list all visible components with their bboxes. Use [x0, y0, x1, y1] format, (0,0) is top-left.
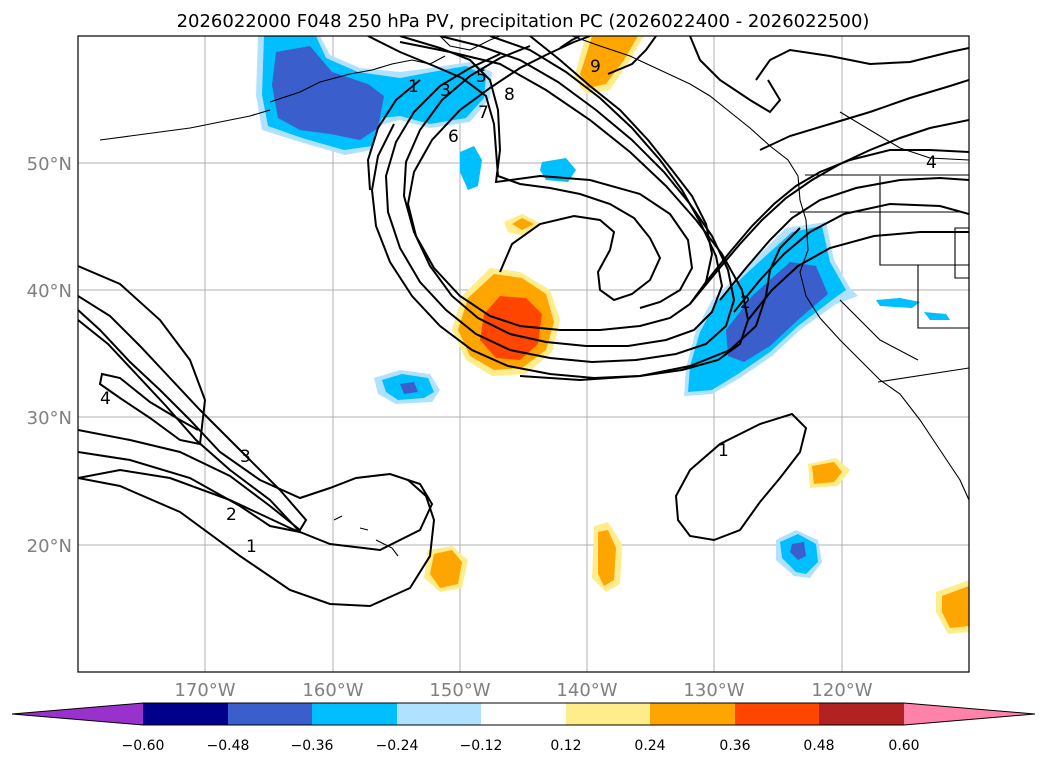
pv-contours [78, 36, 969, 608]
lon-tick: 120°W [811, 680, 872, 701]
pv-contour [78, 319, 303, 534]
contour-label: 5 [476, 67, 487, 87]
contour-label: 9 [590, 57, 601, 77]
pv-contour [78, 477, 436, 608]
colorbar-swatch [481, 703, 566, 725]
pv-contour [370, 41, 750, 380]
pv-contour [78, 265, 207, 446]
pv-contour [366, 79, 801, 382]
negative-precip-area [924, 312, 950, 320]
colorbar-swatch [819, 703, 904, 725]
contour-label: 8 [504, 85, 515, 105]
pv-contour [747, 231, 969, 321]
lon-tick: 140°W [556, 680, 617, 701]
lat-tick: 40°N [27, 281, 72, 302]
colorbar-swatch [143, 703, 228, 725]
colorbar-swatch [650, 703, 735, 725]
pv-contour [607, 36, 657, 75]
lon-axis-labels: 170°W 160°W 150°W 140°W 130°W 120°W [174, 680, 872, 701]
pv-contour [755, 47, 969, 81]
contour-label: 7 [478, 103, 489, 123]
figure-title: 2026022000 F048 250 hPa PV, precipitatio… [177, 11, 870, 32]
positive-precip-area [430, 550, 462, 588]
contour-label: 2 [226, 505, 237, 525]
colorbar-swatch [228, 703, 312, 725]
pv-contour [78, 295, 308, 532]
colorbar-tick: 0.36 [719, 738, 750, 754]
colorbar-outline [11, 702, 1036, 726]
lat-tick: 20°N [27, 536, 72, 557]
positive-precip-area [942, 586, 969, 628]
negative-precip-area [876, 298, 920, 308]
lon-tick: 150°W [429, 680, 490, 701]
lon-tick: 170°W [174, 680, 235, 701]
contour-label: 2 [740, 293, 751, 313]
colorbar-tick: −0.60 [122, 738, 165, 754]
colorbar-tick: 0.48 [803, 738, 834, 754]
pv-contour [689, 36, 782, 114]
pv-contour [384, 36, 736, 364]
pv-contour [402, 36, 724, 347]
pv-contour [78, 309, 434, 552]
negative-precip-area [400, 382, 418, 394]
colorbar: −0.60 −0.48 −0.36 −0.24 −0.12 0.12 0.24 … [11, 702, 1036, 754]
lat-tick: 50°N [27, 154, 72, 175]
pv-contour [406, 36, 714, 331]
positive-precip-area [512, 218, 534, 230]
colorbar-tick: −0.24 [376, 738, 419, 754]
colorbar-max-extend [904, 703, 1035, 725]
pv-contour [674, 412, 808, 542]
contour-label: 1 [408, 77, 419, 97]
contour-label: 3 [440, 81, 451, 101]
pv-contour [559, 36, 581, 49]
positive-precip-area [812, 462, 842, 484]
colorbar-min-extend [12, 703, 143, 725]
lon-tick: 160°W [302, 680, 363, 701]
pv-contour [733, 202, 969, 313]
negative-precip-area [790, 542, 806, 560]
map-panel: 1 2 3 4 1 3 5 6 7 8 9 4 2 1 [77, 35, 970, 673]
negative-precip-area [726, 262, 828, 362]
colorbar-swatch [735, 703, 819, 725]
colorbar-tick: −0.36 [291, 738, 334, 754]
positive-precip-area [598, 530, 616, 586]
pv-contour [759, 79, 969, 151]
contour-labels: 1 2 3 4 1 3 5 6 7 8 9 4 2 1 [100, 57, 937, 557]
colorbar-tick: −0.48 [207, 738, 250, 754]
negative-precip-area [272, 46, 384, 140]
contour-label: 4 [100, 389, 111, 409]
lon-tick: 130°W [683, 680, 744, 701]
colorbar-swatch [566, 703, 650, 725]
map-frame [77, 35, 970, 673]
colorbar-tick: 0.12 [550, 738, 581, 754]
contour-label: 3 [240, 447, 251, 467]
coastlines [99, 36, 969, 557]
pv-contour [689, 119, 969, 305]
pv-contour [719, 176, 969, 301]
negative-precip-area [460, 146, 482, 190]
contour-label: 1 [246, 537, 257, 557]
colorbar-swatch [397, 703, 481, 725]
lat-tick: 30°N [27, 408, 72, 429]
colorbar-tick: 0.24 [634, 738, 665, 754]
colorbar-tick: 0.60 [888, 738, 919, 754]
contour-label: 1 [718, 441, 729, 461]
contour-label: 4 [926, 153, 937, 173]
lat-axis-labels: 50°N 40°N 30°N 20°N [27, 154, 72, 557]
pv-contour [705, 149, 969, 283]
colorbar-swatch [312, 703, 397, 725]
pv-contour [367, 36, 662, 302]
positive-precip-area [580, 36, 638, 88]
colorbar-tick: −0.12 [460, 738, 503, 754]
contour-label: 6 [448, 127, 459, 147]
